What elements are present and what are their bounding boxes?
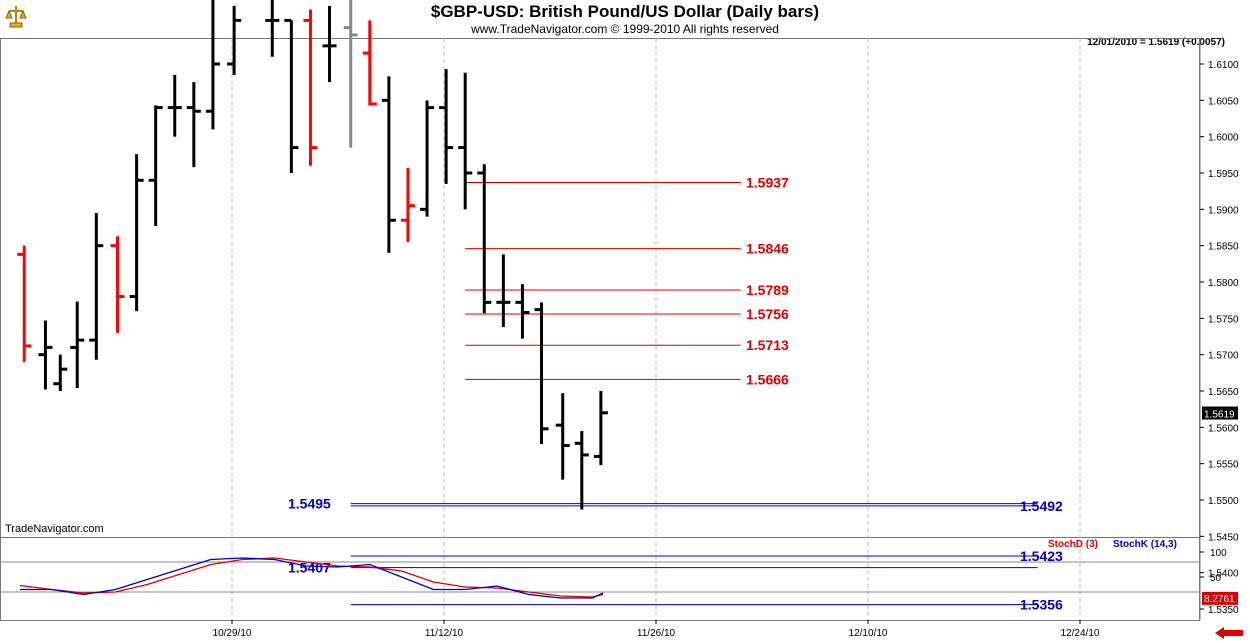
ohlc-bar <box>89 212 104 360</box>
level-label: 1.5356 <box>1020 597 1063 613</box>
level-label: 1.5846 <box>746 241 789 257</box>
ohlc-bar <box>400 167 415 243</box>
x-tick-label: 10/29/10 <box>213 628 252 639</box>
last-price-label: 1.5619 <box>1204 410 1235 421</box>
osc-y-tick-label: 100 <box>1210 548 1227 559</box>
y-tick-label: 1.5500 <box>1208 496 1239 507</box>
y-tick-label: 1.5400 <box>1208 569 1239 580</box>
x-tick-label: 12/10/10 <box>849 628 888 639</box>
x-tick-label: 12/24/10 <box>1061 628 1100 639</box>
level-label: 1.5713 <box>746 337 789 353</box>
level-label: 1.5492 <box>1020 498 1063 514</box>
ohlc-bar <box>303 9 318 166</box>
ohlc-bar <box>110 236 125 333</box>
ohlc-bar <box>186 82 201 168</box>
chart-title: $GBP-USD: British Pound/US Dollar (Daily… <box>430 2 820 21</box>
level-label: 1.5495 <box>288 496 331 512</box>
gold-scale-icon[interactable] <box>3 3 29 29</box>
ohlc-bar <box>477 164 492 314</box>
ohlc-bar <box>534 302 549 445</box>
ohlc-bar <box>148 105 163 227</box>
level-label: 1.5666 <box>746 371 789 387</box>
ohlc-bar <box>284 18 299 173</box>
y-tick-label: 1.6100 <box>1208 60 1239 71</box>
y-tick-label: 1.5600 <box>1208 423 1239 434</box>
ohlc-bar <box>38 320 53 390</box>
x-tick-label: 11/26/10 <box>637 628 676 639</box>
stoch-series-line <box>20 557 604 599</box>
ohlc-bar <box>17 245 32 362</box>
ohlc-bar <box>439 69 454 184</box>
ohlc-bar <box>574 430 589 510</box>
y-tick-label: 1.6050 <box>1208 96 1239 107</box>
ohlc-bar <box>381 76 396 253</box>
ohlc-bar <box>515 284 530 339</box>
red-left-arrow-icon[interactable] <box>1214 626 1244 640</box>
level-label: 1.5756 <box>746 306 789 322</box>
y-tick-label: 1.5800 <box>1208 278 1239 289</box>
ohlc-bar <box>70 301 85 389</box>
last-quote: 12/01/2010 = 1.5619 (+0.0057) <box>1087 37 1225 48</box>
y-tick-label: 1.5550 <box>1208 460 1239 471</box>
ohlc-bar <box>343 0 358 148</box>
ohlc-bar <box>265 0 280 57</box>
stoch-series-line <box>19 557 604 598</box>
osc-y-tick-label: 50 <box>1210 573 1222 584</box>
y-tick-label: 1.5850 <box>1208 242 1239 253</box>
level-label: 1.5937 <box>746 174 789 190</box>
osc-last-value-box <box>1202 591 1238 605</box>
ohlc-bar <box>167 74 182 137</box>
ohlc-bar <box>227 5 242 75</box>
legend-stochk: StochK (14,3) <box>1113 539 1177 550</box>
x-tick-label: 11/12/10 <box>425 628 464 639</box>
y-tick-label: 1.5650 <box>1208 387 1239 398</box>
y-tick-label: 1.5700 <box>1208 351 1239 362</box>
ohlc-bar <box>53 354 68 391</box>
level-label: 1.5789 <box>746 282 789 298</box>
ohlc-bar <box>129 154 144 312</box>
ohlc-bar <box>458 72 473 210</box>
y-tick-label: 1.5750 <box>1208 314 1239 325</box>
ohlc-bar <box>322 5 337 83</box>
ohlc-bar <box>496 254 511 328</box>
y-tick-label: 1.5450 <box>1208 532 1239 543</box>
osc-last-value-label: 8.2761 <box>1204 594 1235 605</box>
ohlc-bar <box>593 391 608 466</box>
y-tick-label: 1.5900 <box>1208 205 1239 216</box>
ohlc-bar <box>362 20 377 106</box>
ohlc-bar <box>205 0 220 130</box>
watermark: TradeNavigator.com <box>5 523 104 535</box>
last-price-box <box>1202 406 1238 420</box>
level-label: 1.5423 <box>1020 548 1063 564</box>
y-tick-label: 1.5950 <box>1208 169 1239 180</box>
ohlc-bar <box>555 393 570 480</box>
y-tick-label: 1.6000 <box>1208 133 1239 144</box>
y-tick-label: 1.5350 <box>1208 605 1239 616</box>
legend-stochd: StochD (3) <box>1048 539 1098 550</box>
chart-subtitle: www.TradeNavigator.com © 1999-2010 All r… <box>471 22 779 36</box>
ohlc-bar <box>420 100 435 217</box>
